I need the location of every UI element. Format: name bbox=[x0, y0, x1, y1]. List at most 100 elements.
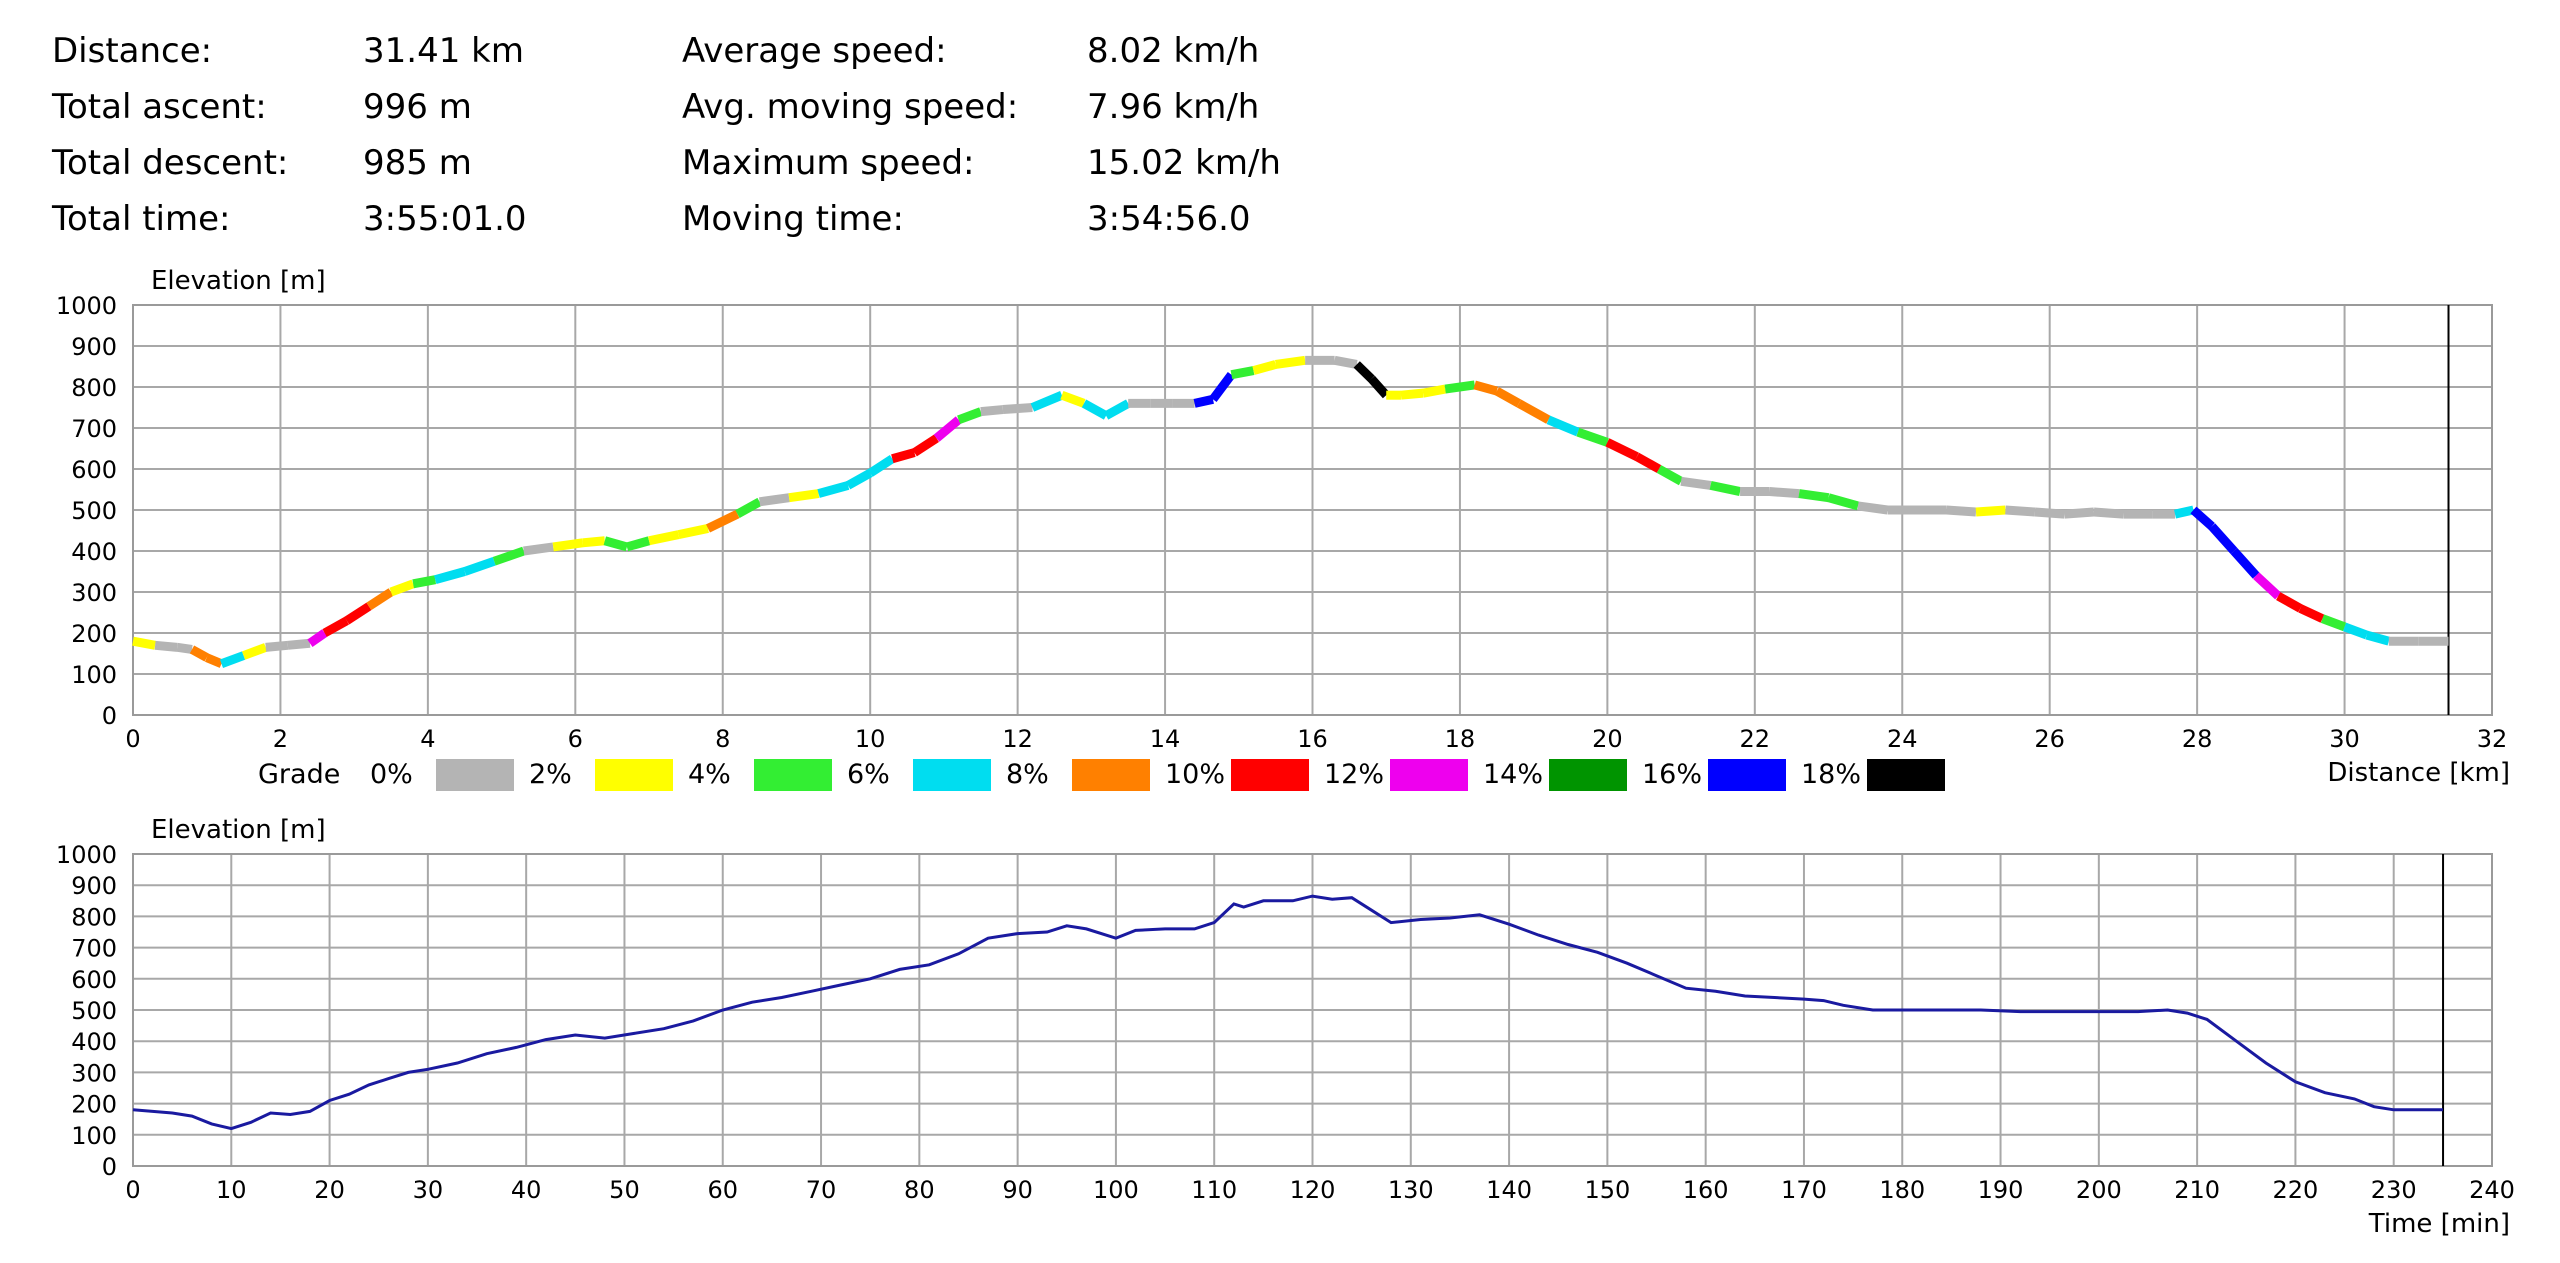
x-tick-label: 0 bbox=[125, 725, 140, 753]
stat-value-avg-moving-speed: 7.96 km/h bbox=[1087, 87, 1260, 127]
elevation-segment bbox=[1857, 501, 1889, 515]
x-tick-label: 190 bbox=[1978, 1176, 2024, 1204]
elevation-segment bbox=[1002, 403, 1033, 415]
y-tick-label: 0 bbox=[102, 702, 117, 730]
elevation-segment bbox=[1333, 355, 1358, 369]
x-axis-title: Time [min] bbox=[2368, 1209, 2510, 1239]
x-tick-label: 170 bbox=[1781, 1176, 1827, 1204]
y-tick-label: 600 bbox=[71, 966, 117, 994]
legend-title: Grade bbox=[258, 759, 340, 790]
y-tick-label: 900 bbox=[71, 872, 117, 900]
stat-label-moving-time: Moving time: bbox=[682, 199, 904, 239]
elevation-segment bbox=[2208, 523, 2238, 555]
elevation-segment bbox=[204, 653, 224, 668]
elevation-segment bbox=[817, 481, 850, 498]
elevation-line bbox=[132, 894, 2443, 1131]
x-tick-label: 22 bbox=[1740, 725, 1771, 753]
elevation-segment bbox=[322, 616, 349, 637]
x-tick-label: 20 bbox=[314, 1176, 345, 1204]
x-tick-label: 30 bbox=[413, 1176, 444, 1204]
y-axis-title: Elevation [m] bbox=[151, 815, 326, 845]
x-tick-label: 200 bbox=[2076, 1176, 2122, 1204]
elevation-segment bbox=[1103, 399, 1131, 420]
y-tick-label: 400 bbox=[71, 1028, 117, 1056]
x-tick-label: 240 bbox=[2469, 1176, 2515, 1204]
elevation-segment bbox=[132, 636, 156, 650]
elevation-segment bbox=[758, 493, 790, 507]
y-tick-label: 1000 bbox=[56, 292, 117, 320]
elevation-segment bbox=[344, 602, 372, 625]
stat-label-total-ascent: Total ascent: bbox=[52, 87, 267, 127]
legend-label: 10% bbox=[1165, 759, 1225, 790]
stat-label-distance: Distance: bbox=[52, 31, 213, 71]
elevation-segment bbox=[2276, 592, 2303, 613]
legend-label: 0% bbox=[370, 759, 413, 790]
x-tick-label: 150 bbox=[1584, 1176, 1630, 1204]
x-tick-label: 26 bbox=[2034, 725, 2065, 753]
x-tick-label: 16 bbox=[1297, 725, 1328, 753]
elevation-segment bbox=[1444, 380, 1476, 394]
x-tick-label: 180 bbox=[1879, 1176, 1925, 1204]
elevation-segment bbox=[1827, 493, 1860, 511]
elevation-segment bbox=[891, 448, 916, 464]
elevation-segment bbox=[389, 579, 415, 597]
elevation-segment bbox=[1680, 476, 1712, 490]
elevation-segment bbox=[735, 497, 762, 519]
stat-value-maximum-speed: 15.02 km/h bbox=[1087, 143, 1281, 183]
elevation-segment bbox=[1193, 394, 1214, 408]
plot-frame bbox=[132, 853, 2493, 1167]
x-tick-label: 60 bbox=[707, 1176, 738, 1204]
legend-swatch bbox=[1390, 759, 1468, 791]
elevation-segment bbox=[1030, 391, 1064, 412]
x-tick-label: 10 bbox=[855, 725, 886, 753]
x-tick-label: 130 bbox=[1388, 1176, 1434, 1204]
legend-label: 2% bbox=[529, 759, 572, 790]
elevation-time-chart: 0 100 200 300 400 500 600 700 800 900 1000 0 10 20 30 4… bbox=[56, 815, 2515, 1239]
x-tick-label: 24 bbox=[1887, 725, 1918, 753]
elevation-segment bbox=[1275, 355, 1306, 369]
x-tick-label: 28 bbox=[2182, 725, 2213, 753]
elevation-segment bbox=[552, 538, 584, 552]
summary-stats: Distance: 31.41 km Average speed: 8.02 k… bbox=[0, 0, 2560, 260]
x-tick-label: 160 bbox=[1683, 1176, 1729, 1204]
elevation-segment bbox=[2365, 630, 2390, 646]
elevation-segment bbox=[1422, 384, 1447, 398]
x-tick-label: 18 bbox=[1445, 725, 1476, 753]
y-tick-label: 100 bbox=[71, 661, 117, 689]
elevation-segment bbox=[845, 469, 873, 490]
elevation-segment bbox=[1473, 380, 1499, 396]
legend-label: 4% bbox=[688, 759, 731, 790]
x-tick-label: 14 bbox=[1150, 725, 1181, 753]
x-tick-label: 230 bbox=[2371, 1176, 2417, 1204]
x-tick-label: 140 bbox=[1486, 1176, 1532, 1204]
legend-label: 12% bbox=[1324, 759, 1384, 790]
y-tick-label: 600 bbox=[71, 456, 117, 484]
elevation-segment bbox=[219, 651, 246, 668]
elevation-segment bbox=[980, 405, 1004, 417]
elevation-segment bbox=[1634, 452, 1662, 473]
elevation-segment bbox=[189, 645, 209, 662]
y-tick-label: 700 bbox=[71, 415, 117, 443]
x-tick-label: 32 bbox=[2477, 725, 2508, 753]
elevation-segment bbox=[523, 542, 554, 556]
legend-swatch bbox=[1867, 759, 1945, 791]
elevation-segment bbox=[957, 407, 983, 425]
elevation-segment bbox=[1081, 399, 1109, 420]
elevation-segment bbox=[1494, 387, 1522, 408]
elevation-segment bbox=[625, 536, 651, 552]
x-tick-label: 30 bbox=[2329, 725, 2360, 753]
stat-label-total-time: Total time: bbox=[52, 199, 231, 239]
elevation-segment bbox=[154, 640, 178, 652]
elevation-segment bbox=[1353, 361, 1375, 383]
elevation-segment bbox=[1656, 465, 1684, 486]
elevation-segment bbox=[933, 416, 962, 442]
y-tick-label: 400 bbox=[71, 538, 117, 566]
legend-swatch bbox=[754, 759, 832, 791]
y-tick-label: 200 bbox=[71, 1091, 117, 1119]
elevation-segment bbox=[706, 510, 740, 533]
y-tick-label: 500 bbox=[71, 997, 117, 1025]
elevation-segment bbox=[2174, 505, 2195, 519]
legend-swatch bbox=[1708, 759, 1786, 791]
x-tick-label: 4 bbox=[420, 725, 435, 753]
